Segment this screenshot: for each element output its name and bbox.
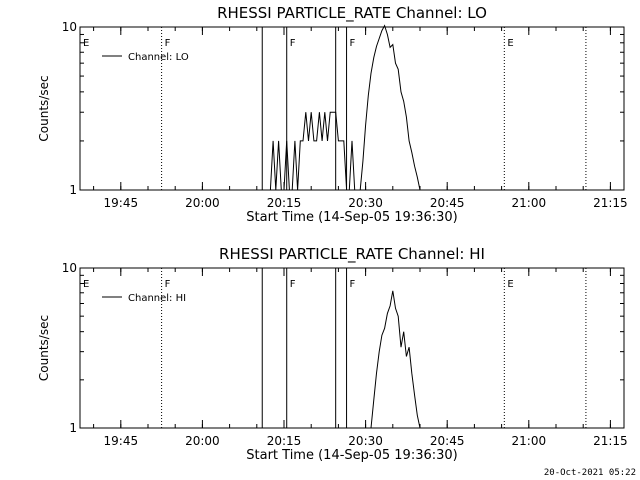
chart-1-flag-label-6: E xyxy=(507,279,513,290)
panel-hi-channel: RHESSI PARTICLE_RATE Channel: HI Counts/s… xyxy=(37,245,628,463)
chart-1-plot-frame xyxy=(79,267,625,429)
chart-0-title: RHESSI PARTICLE_RATE Channel: LO xyxy=(217,4,487,23)
chart-0-flag-label-1: F xyxy=(165,38,171,49)
chart-0-flag-label-0: E xyxy=(83,38,89,49)
chart-0-legend-entry: Channel: LO xyxy=(128,52,189,63)
chart-0-x-tick-label-2: 20:15 xyxy=(267,196,302,210)
chart-1-y-axis-label: Counts/sec xyxy=(37,315,51,381)
chart-1-flag-label-1: F xyxy=(165,279,171,290)
panel-lo-channel: RHESSI PARTICLE_RATE Channel: LO Counts/s… xyxy=(37,4,628,225)
chart-1-legend-entry: Channel: HI xyxy=(128,293,186,304)
chart-0-x-tick-label-1: 20:00 xyxy=(185,196,220,210)
chart-1-y-tick-label-1: 10 xyxy=(62,261,77,275)
chart-1-flag-label-3: F xyxy=(290,279,296,290)
chart-1-flag-label-0: E xyxy=(83,279,89,290)
chart-1-x-tick-label-2: 20:15 xyxy=(267,434,302,448)
chart-0-x-tick-label-5: 21:00 xyxy=(512,196,547,210)
chart-0-x-tick-label-0: 19:45 xyxy=(104,196,139,210)
chart-0-x-tick-label-6: 21:15 xyxy=(593,196,628,210)
chart-1-x-tick-label-1: 20:00 xyxy=(185,434,220,448)
chart-1-x-tick-label-6: 21:15 xyxy=(593,434,628,448)
chart-1-x-tick-label-0: 19:45 xyxy=(104,434,139,448)
chart-1-x-tick-label-4: 20:45 xyxy=(430,434,465,448)
chart-0-y-tick-label-1: 10 xyxy=(62,20,77,34)
chart-1-title: RHESSI PARTICLE_RATE Channel: HI xyxy=(219,245,485,264)
chart-0-flag-label-6: E xyxy=(507,38,513,49)
chart-0-flag-label-3: F xyxy=(290,38,296,49)
chart-1-flag-label-5: F xyxy=(350,279,356,290)
footer-timestamp: 20-Oct-2021 05:22 xyxy=(544,468,636,478)
chart-1-x-tick-label-5: 21:00 xyxy=(512,434,547,448)
chart-0-series-line-0 xyxy=(269,24,421,191)
chart-0-y-tick-label-0: 1 xyxy=(69,183,77,197)
chart-1-x-axis-label: Start Time (14-Sep-05 19:36:30) xyxy=(246,448,457,463)
chart-0-plot-frame xyxy=(79,26,625,191)
chart-1-x-tick-label-3: 20:30 xyxy=(348,434,383,448)
chart-0-flag-label-5: F xyxy=(350,38,356,49)
chart-0-x-axis-label: Start Time (14-Sep-05 19:36:30) xyxy=(246,210,457,225)
chart-1-y-tick-label-0: 1 xyxy=(69,421,77,435)
chart-0-y-axis-label: Counts/sec xyxy=(37,75,51,141)
chart-0-x-tick-label-4: 20:45 xyxy=(430,196,465,210)
chart-1-series-line-0 xyxy=(370,290,421,429)
chart-0-x-tick-label-3: 20:30 xyxy=(348,196,383,210)
